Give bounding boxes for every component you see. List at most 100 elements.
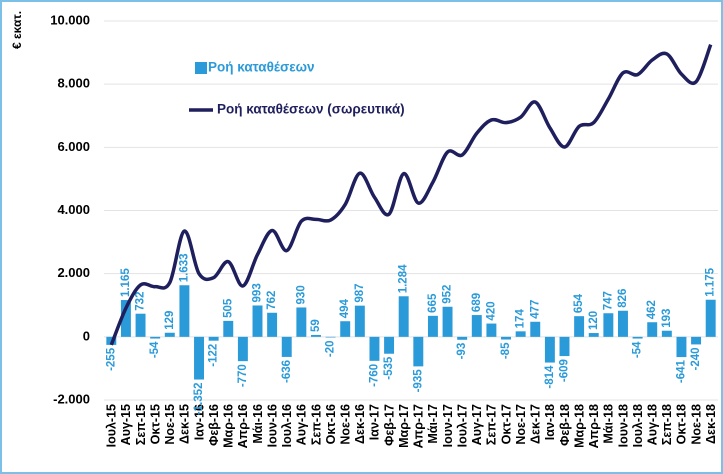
y-tick-label: 8.000 — [57, 76, 90, 91]
bar — [325, 336, 336, 338]
data-label: 654 — [573, 293, 585, 313]
x-tick-label: Αυγ-17 — [470, 404, 484, 445]
x-tick-label: Σεπ-17 — [485, 404, 499, 445]
data-label: -814 — [544, 365, 556, 389]
data-label: 420 — [485, 301, 497, 320]
bar — [632, 336, 643, 339]
data-label: 193 — [661, 309, 673, 328]
x-tick-label: Φεβ-16 — [207, 404, 221, 446]
bar — [120, 300, 131, 337]
bar — [486, 323, 497, 337]
bar — [676, 336, 687, 358]
x-tick-label: Αυγ-15 — [119, 404, 133, 445]
bar — [369, 336, 380, 361]
bar — [384, 336, 395, 354]
data-label: -1.352 — [193, 383, 205, 416]
bar — [164, 332, 175, 337]
data-label: 129 — [164, 311, 176, 330]
y-tick-label: 0 — [83, 328, 90, 343]
x-tick-label: Σεπ-16 — [309, 404, 323, 445]
data-label: -760 — [368, 364, 380, 387]
x-tick-label: Νοε-18 — [689, 404, 703, 445]
data-label: 987 — [354, 283, 366, 302]
legend-label: Ροή καταθέσεων (σωρευτικά) — [217, 102, 405, 117]
bar — [311, 334, 321, 337]
bar — [267, 312, 278, 337]
data-label: 1.165 — [120, 268, 132, 297]
data-label: 930 — [295, 285, 307, 304]
data-label: 1.284 — [398, 264, 410, 293]
x-tick-label: Ιαν-18 — [543, 404, 557, 440]
x-tick-label: Απρ-16 — [236, 404, 250, 448]
x-tick-label: Ιαν-16 — [192, 404, 206, 440]
x-tick-label: Ιουν-17 — [441, 404, 455, 447]
data-label: -636 — [281, 360, 293, 383]
legend-swatch — [195, 62, 207, 74]
bar — [515, 331, 526, 337]
data-label: 689 — [471, 293, 483, 312]
x-tick-label: Δεκ-15 — [178, 404, 192, 444]
x-tick-label: Απρ-18 — [587, 404, 601, 448]
y-tick-label: 4.000 — [57, 202, 90, 217]
bar — [413, 336, 424, 367]
bar — [354, 305, 365, 337]
bar — [691, 336, 702, 345]
data-label: -240 — [690, 347, 702, 370]
bar — [618, 310, 628, 337]
bar — [661, 330, 672, 337]
x-tick-label: Ιουν-16 — [265, 404, 279, 447]
data-label: 1.175 — [705, 267, 717, 296]
x-tick-label: Οκτ-16 — [324, 404, 338, 444]
data-label: 732 — [135, 292, 147, 311]
x-tick-label: Δεκ-16 — [353, 404, 367, 444]
data-label: -535 — [383, 356, 395, 380]
x-tick-label: Ιουν-18 — [616, 404, 630, 447]
data-label: 762 — [266, 291, 278, 310]
data-label: -54 — [632, 341, 644, 358]
data-label: -255 — [105, 347, 117, 371]
bar — [574, 316, 585, 337]
y-tick-label: 10.000 — [50, 12, 90, 27]
data-label: 665 — [427, 293, 439, 313]
data-label: -935 — [412, 369, 424, 393]
y-tick-label: -2.000 — [53, 391, 90, 406]
bar — [442, 306, 453, 337]
y-axis-label: € εκατ. — [10, 11, 24, 49]
x-tick-label: Νοε-17 — [514, 404, 528, 445]
x-tick-label: Νοε-16 — [339, 404, 353, 445]
data-label: 952 — [442, 285, 454, 304]
bar — [544, 336, 555, 363]
bar — [705, 299, 716, 337]
data-label: -20 — [325, 340, 337, 357]
data-label: -770 — [237, 364, 249, 387]
bar — [179, 285, 190, 337]
bar — [588, 333, 599, 337]
x-tick-label: Οκτ-17 — [499, 404, 513, 444]
x-tick-label: Φεβ-17 — [382, 404, 396, 446]
data-label: 505 — [222, 298, 234, 318]
data-label: -54 — [149, 341, 161, 358]
data-label: 826 — [617, 289, 629, 308]
x-tick-label: Μάι-16 — [251, 404, 265, 444]
bar — [559, 336, 570, 357]
bar — [223, 320, 234, 337]
x-tick-label: Μαρ-18 — [572, 404, 586, 448]
bar — [194, 336, 204, 380]
x-tick-label: Οκτ-15 — [148, 404, 162, 444]
bar — [530, 321, 541, 337]
x-tick-label: Δεκ-18 — [704, 404, 718, 444]
x-tick-label: Νοε-15 — [163, 404, 177, 445]
x-tick-label: Σεπ-15 — [134, 404, 148, 445]
x-tick-label: Σεπ-18 — [660, 404, 674, 445]
x-tick-label: Μάι-18 — [602, 404, 616, 444]
bar — [150, 336, 161, 339]
data-label: -122 — [208, 344, 220, 367]
x-tick-label: Ιουλ-16 — [280, 404, 294, 447]
data-label: -93 — [456, 343, 468, 360]
x-tick-label: Αυγ-16 — [295, 404, 309, 445]
data-label: 462 — [646, 300, 658, 319]
data-label: 993 — [252, 283, 264, 302]
bar — [237, 336, 248, 362]
